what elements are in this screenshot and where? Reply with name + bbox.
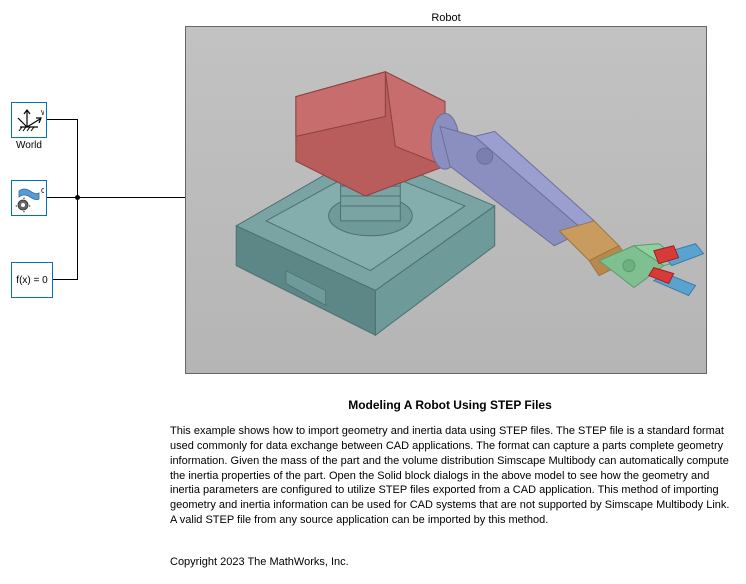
solver-config-block[interactable]: f(x) = 0 xyxy=(11,262,53,298)
mechanics-explorer-viewport[interactable] xyxy=(185,26,707,374)
world-frame-icon: W xyxy=(14,105,44,135)
simulink-canvas: W World C f(x) = 0 Robot xyxy=(0,0,746,584)
annotation-title: Modeling A Robot Using STEP Files xyxy=(170,398,730,412)
annotation-body: This example shows how to import geometr… xyxy=(170,424,730,528)
svg-text:W: W xyxy=(41,110,44,117)
signal-line xyxy=(53,279,77,280)
world-frame-label: World xyxy=(11,140,47,151)
solver-config-label: f(x) = 0 xyxy=(16,275,47,286)
signal-line xyxy=(47,197,77,198)
signal-line xyxy=(77,197,185,198)
annotation-copyright: Copyright 2023 The MathWorks, Inc. xyxy=(170,556,730,568)
robot-gripper xyxy=(649,244,704,296)
svg-text:C: C xyxy=(41,188,44,195)
mechanism-config-block[interactable]: C xyxy=(11,180,47,216)
signal-line xyxy=(47,119,77,120)
mechanism-config-icon: C xyxy=(14,183,44,213)
subsystem-title: Robot xyxy=(185,12,707,24)
world-frame-block[interactable]: W xyxy=(11,102,47,138)
signal-node xyxy=(75,195,80,200)
robot-render xyxy=(186,27,706,373)
